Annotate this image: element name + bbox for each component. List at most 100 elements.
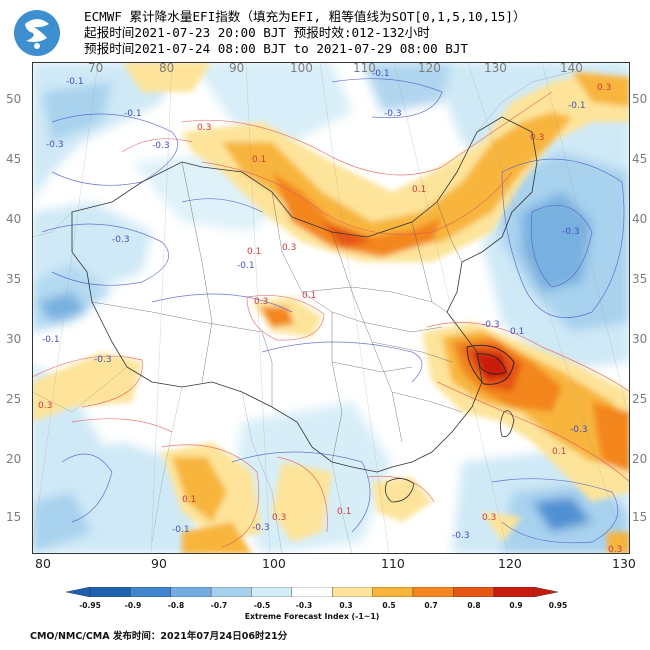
lon-label: 100 <box>262 556 286 571</box>
contour-label: -0.3 <box>562 227 580 237</box>
lon-label: 70 <box>88 61 104 75</box>
contour-label: -0.3 <box>252 523 270 533</box>
contour-label: -0.3 <box>570 425 588 435</box>
colorbar-tick: 0.7 <box>424 601 438 610</box>
contour-label: 0.3 <box>272 513 286 523</box>
contour-label: -0.1 <box>372 69 390 79</box>
lat-label: 45 <box>6 152 22 166</box>
lat-label: 35 <box>632 272 648 286</box>
colorbar-extend-low <box>66 587 91 597</box>
lon-label: 90 <box>229 61 245 75</box>
colorbar-segment <box>170 587 212 597</box>
contour-label: -0.3 <box>384 109 402 119</box>
colorbar-extend-high <box>533 587 558 597</box>
lat-label: 35 <box>6 272 22 286</box>
cma-logo <box>14 10 60 56</box>
contour-label: -0.1 <box>237 261 255 271</box>
colorbar-segment <box>493 587 535 597</box>
contour-label: 0.3 <box>530 133 544 143</box>
neighbor-borders <box>32 71 573 554</box>
lon-label: 90 <box>151 556 167 571</box>
colorbar-label: Extreme Forecast Index (-1~1) <box>244 612 380 621</box>
lat-label: 15 <box>6 510 22 524</box>
lon-label: 100 <box>290 61 313 75</box>
contour-label: 0.3 <box>608 545 622 554</box>
lat-label: 20 <box>6 452 22 466</box>
contour-label: 0.3 <box>38 401 52 411</box>
lat-label: 30 <box>6 332 22 346</box>
lon-label: 130 <box>484 61 507 75</box>
lon-label: 80 <box>35 556 51 571</box>
contour-label: 0.1 <box>182 495 196 505</box>
lat-label: 45 <box>632 152 648 166</box>
contour-lines-positive <box>32 91 630 548</box>
contour-label: 0.3 <box>482 513 496 523</box>
contour-labels: -0.1 -0.3 -0.1 -0.3 0.3 0.1 0.3 0.1 -0.3… <box>38 69 622 554</box>
contour-label: -0.1 <box>172 525 190 535</box>
colorbar-tick: -0.8 <box>167 601 185 610</box>
efi-map: -0.1 -0.3 -0.1 -0.3 0.3 0.1 0.3 0.1 -0.3… <box>32 62 630 554</box>
colorbar-tick: 0.5 <box>382 601 396 610</box>
sot-contours <box>466 344 515 385</box>
colorbar-tick: -0.9 <box>124 601 142 610</box>
lon-label: 110 <box>381 556 405 571</box>
title-line-1: ECMWF 累计降水量EFI指数（填充为EFI, 粗等值线为SOT[0,1,5,… <box>84 9 526 24</box>
colorbar-segments <box>66 587 558 597</box>
map-frame <box>32 62 630 554</box>
contour-label: 0.1 <box>252 155 266 165</box>
lat-label: 40 <box>632 212 648 226</box>
lat-label: 40 <box>6 212 22 226</box>
lat-label: 25 <box>632 392 648 406</box>
contour-label: -0.3 <box>112 235 130 245</box>
lat-label: 20 <box>632 452 648 466</box>
issuer-footer: CMO/NMC/CMA 发布时间：2021年07月24日06时21分 <box>30 631 288 642</box>
contour-label: 0.1 <box>552 447 566 457</box>
colorbar-segment <box>251 587 293 597</box>
colorbar-tick: 0.9 <box>509 601 523 610</box>
title-line-2: 起报时间2021-07-23 20:00 BJT 预报时效:012-132小时 <box>84 25 430 40</box>
lon-label: 140 <box>560 61 583 75</box>
colorbar-segment <box>372 587 414 597</box>
contour-label: -0.3 <box>94 355 112 365</box>
colorbar-tick: -0.3 <box>295 601 313 610</box>
colorbar-tick: -0.5 <box>253 601 271 610</box>
contour-label: -0.3 <box>152 141 170 151</box>
colorbar-segment <box>412 587 454 597</box>
lon-label: 120 <box>418 61 441 75</box>
contour-lines-negative <box>41 78 625 544</box>
title-line-3: 预报时间2021-07-24 08:00 BJT to 2021-07-29 0… <box>84 41 468 56</box>
colorbar-segment <box>210 587 252 597</box>
lon-label: 130 <box>612 556 636 571</box>
colorbar-tick: 0.8 <box>467 601 481 610</box>
lon-label: 110 <box>353 61 376 75</box>
colorbar-tick: -0.95 <box>79 601 101 610</box>
contour-label: 0.3 <box>597 83 611 93</box>
colorbar-tick: 0.95 <box>548 601 568 610</box>
contour-label: 0.1 <box>302 291 316 301</box>
contour-label: 0.3 <box>282 243 296 253</box>
colorbar-tick: -0.7 <box>210 601 228 610</box>
contour-label: 0.1 <box>337 507 351 517</box>
contour-label: -0.3 <box>452 531 470 541</box>
colorbar-segment <box>331 587 374 597</box>
contour-label: 0.3 <box>254 297 268 307</box>
contour-label: -0.1 <box>42 335 60 345</box>
graticule <box>32 62 630 554</box>
lat-label: 15 <box>632 510 648 524</box>
colorbar <box>66 587 558 597</box>
lon-label: 80 <box>159 61 175 75</box>
contour-label: 0.3 <box>197 123 211 133</box>
contour-label: 0.1 <box>247 247 261 257</box>
contour-label: -0.1 <box>124 109 142 119</box>
lat-label: 50 <box>632 92 648 106</box>
colorbar-segment <box>453 587 495 597</box>
contour-label: -0.1 <box>568 101 586 111</box>
lat-label: 25 <box>6 392 22 406</box>
contour-label: -0.1 <box>66 77 84 87</box>
contour-label: -0.3 <box>482 320 500 330</box>
lat-label: 50 <box>6 92 22 106</box>
contour-label: -0.3 <box>46 140 64 150</box>
colorbar-segment <box>89 587 131 597</box>
colorbar-segment <box>130 587 172 597</box>
lon-label: 120 <box>498 556 522 571</box>
